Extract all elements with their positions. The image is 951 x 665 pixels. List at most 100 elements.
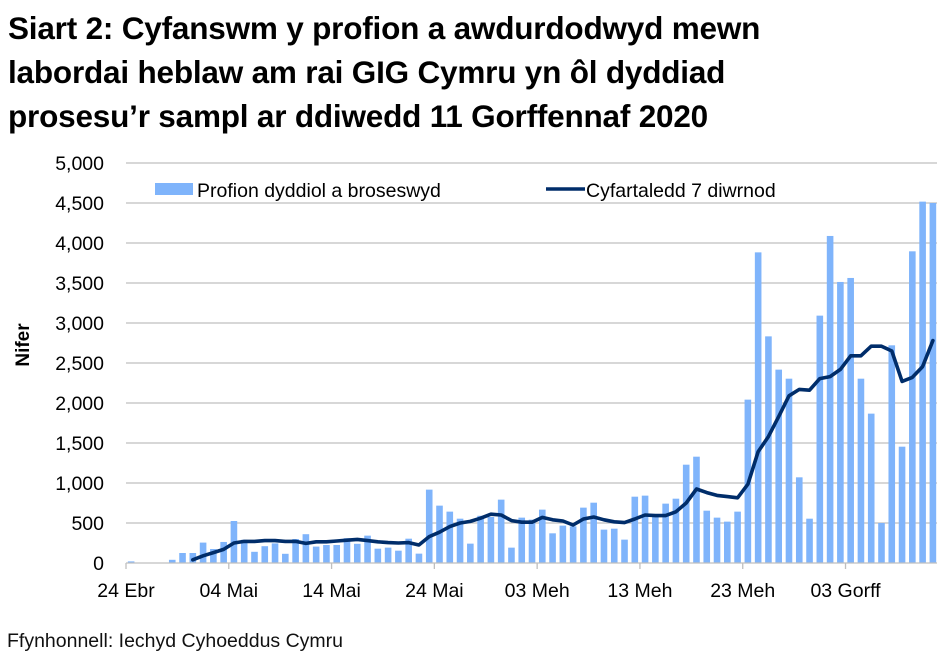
bar — [518, 517, 526, 563]
bar — [220, 541, 227, 563]
bar — [816, 315, 824, 563]
y-tick-label: 1,500 — [55, 433, 104, 455]
bar — [580, 507, 587, 563]
y-tick-label: 4,000 — [55, 233, 104, 255]
bar — [713, 517, 721, 563]
bar — [785, 378, 793, 563]
y-tick-label: 5,000 — [55, 153, 104, 175]
bar — [467, 543, 474, 563]
bar — [754, 252, 762, 564]
chart-title-line-2: labordai heblaw am rai GIG Cymru yn ôl d… — [8, 54, 726, 90]
bar — [210, 549, 217, 563]
bar — [374, 548, 382, 563]
source-note: Ffynhonnell: Iechyd Cyhoeddus Cymru — [7, 630, 344, 652]
bar — [251, 551, 258, 563]
x-tick-label: 23 Meh — [710, 580, 775, 602]
bar — [610, 528, 618, 563]
bar — [333, 545, 341, 563]
chart-title-line-3: prosesu’r sampl ar ddiwedd 11 Gorffennaf… — [8, 98, 708, 134]
bar — [641, 495, 649, 563]
x-axis: 24 Ebr 04 Mai 14 Mai 24 Mai 03 Meh 13 Meh 23 M… — [97, 562, 937, 602]
bar — [847, 277, 854, 563]
bar — [734, 511, 741, 563]
bar — [384, 547, 392, 563]
y-tick-label: 2,500 — [55, 353, 104, 375]
x-tick-label: 03 Meh — [505, 580, 570, 602]
bar — [703, 510, 711, 563]
bar — [857, 378, 865, 563]
bar — [631, 496, 639, 563]
bar — [282, 553, 289, 563]
bar — [395, 550, 402, 563]
bar — [837, 281, 844, 563]
bar — [168, 559, 176, 563]
chart-title-line-1: Siart 2: Cyfanswm y profion a awdurdodwy… — [8, 10, 761, 46]
y-tick-label: 3,500 — [55, 273, 104, 295]
x-tick-label: 24 Mai — [405, 580, 464, 602]
bar — [446, 511, 454, 563]
x-tick-label: 24 Ebr — [97, 580, 155, 602]
bar — [652, 516, 659, 563]
y-tick-label: 2,000 — [55, 393, 104, 415]
bar — [364, 535, 371, 563]
bar — [487, 517, 495, 563]
y-tick-label: 0 — [93, 553, 104, 575]
bar — [590, 502, 597, 563]
bar — [436, 505, 443, 563]
bar — [929, 203, 937, 563]
bar — [765, 336, 772, 563]
bar — [415, 553, 423, 563]
bar — [179, 553, 186, 563]
bar — [888, 345, 896, 563]
bar — [199, 542, 207, 563]
bar — [806, 518, 813, 563]
x-tick-label: 13 Meh — [607, 580, 672, 602]
bar — [693, 456, 700, 563]
legend-bar-label: Profion dyddiol a broseswyd — [197, 180, 441, 202]
bar — [528, 519, 536, 563]
bar — [559, 525, 567, 563]
gridlines — [126, 162, 937, 524]
bar — [775, 369, 783, 563]
bar — [826, 235, 834, 563]
bar — [292, 539, 299, 563]
bar — [898, 446, 906, 563]
bar — [795, 477, 803, 563]
y-tick-label: 1,000 — [55, 473, 104, 495]
bar — [682, 464, 690, 563]
bar — [456, 518, 464, 563]
y-tick-label: 4,500 — [55, 193, 104, 215]
bar — [312, 546, 320, 563]
bar — [323, 545, 330, 563]
bar — [600, 529, 608, 563]
x-tick-label: 14 Mai — [302, 580, 361, 602]
bar — [425, 489, 433, 563]
bar — [878, 523, 885, 563]
bar — [538, 509, 546, 563]
bar — [240, 539, 248, 563]
chart-title: Siart 2: Cyfanswm y profion a awdurdodwy… — [8, 6, 948, 138]
bar — [508, 547, 515, 563]
bar — [724, 521, 731, 563]
x-tick-label: 03 Gorff — [810, 580, 881, 602]
bar — [497, 499, 505, 563]
y-tick-label: 500 — [71, 513, 104, 535]
bar — [271, 543, 279, 563]
bar — [405, 538, 412, 563]
bar — [909, 251, 916, 563]
bar — [302, 534, 310, 563]
bar — [621, 539, 628, 563]
legend: Profion dyddiol a broseswyd Cyfartaledd … — [155, 180, 776, 202]
y-axis-label: Nifer — [13, 323, 34, 367]
bar — [477, 515, 484, 563]
legend-line-label: Cyfartaledd 7 diwrnod — [586, 180, 776, 202]
bar — [672, 498, 680, 563]
bar — [549, 533, 556, 563]
bar — [353, 543, 361, 563]
y-axis-ticks: 0 500 1,000 1,500 2,000 2,500 3,000 3,500 4,000 4… — [55, 153, 104, 575]
line-series-7-day-average — [191, 338, 935, 562]
bar — [919, 201, 926, 563]
y-tick-label: 3,000 — [55, 313, 104, 335]
x-tick-label: 04 Mai — [200, 580, 259, 602]
